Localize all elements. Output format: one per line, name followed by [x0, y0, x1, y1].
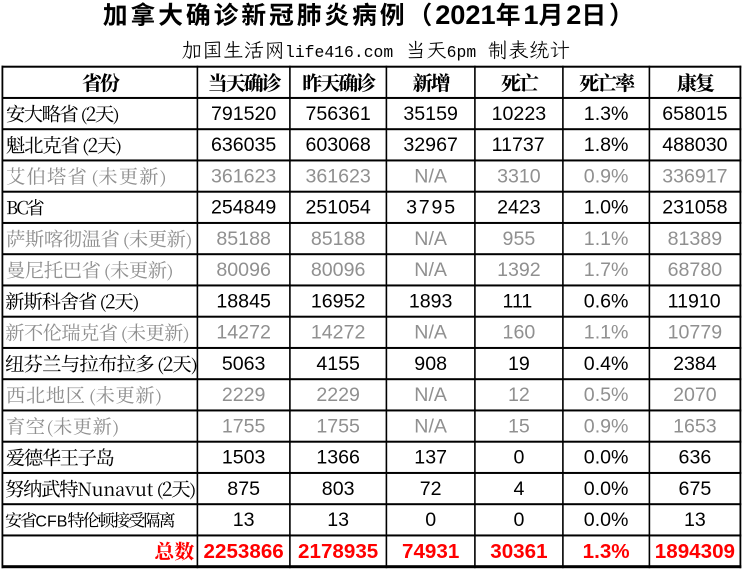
svg-text:5063: 5063 [222, 353, 266, 375]
svg-text:N/A: N/A [414, 228, 448, 250]
svg-text:1366: 1366 [316, 447, 360, 469]
svg-text:2021: 2021 [435, 0, 495, 30]
svg-text:4155: 4155 [316, 353, 360, 375]
svg-text:0.0%: 0.0% [584, 478, 629, 500]
svg-text:30361: 30361 [490, 540, 547, 563]
svg-text:0.9%: 0.9% [584, 165, 629, 187]
svg-text:N/A: N/A [414, 415, 448, 437]
svg-text:81389: 81389 [668, 228, 723, 250]
svg-text:N/A: N/A [414, 165, 448, 187]
svg-text:1.0%: 1.0% [584, 197, 629, 219]
svg-text:254849: 254849 [211, 197, 276, 219]
svg-text:137: 137 [414, 447, 447, 469]
svg-text:791520: 791520 [211, 103, 276, 125]
svg-text:1.1%: 1.1% [584, 322, 629, 344]
svg-text:1392: 1392 [497, 259, 541, 281]
svg-text:1755: 1755 [316, 415, 360, 437]
svg-text:231058: 231058 [662, 197, 727, 219]
svg-text:6pm: 6pm [447, 43, 477, 62]
svg-text:35159: 35159 [403, 103, 458, 125]
svg-text:955: 955 [503, 228, 536, 250]
svg-text:1893: 1893 [409, 290, 453, 312]
svg-text:603068: 603068 [305, 134, 370, 156]
svg-text:0: 0 [425, 509, 436, 531]
svg-text:675: 675 [679, 478, 712, 500]
svg-text:80096: 80096 [311, 259, 366, 281]
svg-text:N/A: N/A [414, 322, 448, 344]
svg-text:2070: 2070 [673, 384, 717, 406]
svg-text:658015: 658015 [662, 103, 727, 125]
svg-text:2: 2 [566, 0, 581, 30]
svg-text:12: 12 [508, 384, 530, 406]
svg-text:0: 0 [513, 447, 524, 469]
svg-text:2229: 2229 [222, 384, 266, 406]
svg-text:1: 1 [523, 0, 538, 30]
svg-text:636: 636 [679, 447, 712, 469]
svg-text:68780: 68780 [668, 259, 723, 281]
svg-text:361623: 361623 [305, 165, 370, 187]
svg-text:0.6%: 0.6% [584, 290, 629, 312]
svg-text:160: 160 [503, 322, 536, 344]
svg-text:1.3%: 1.3% [584, 103, 629, 125]
svg-text:2423: 2423 [497, 197, 541, 219]
svg-text:2384: 2384 [673, 353, 717, 375]
svg-text:0.5%: 0.5% [584, 384, 629, 406]
svg-text:18845: 18845 [216, 290, 271, 312]
svg-text:361623: 361623 [211, 165, 276, 187]
svg-text:CFB: CFB [35, 513, 67, 530]
svg-text:19: 19 [508, 353, 530, 375]
svg-text:1.8%: 1.8% [584, 134, 629, 156]
svg-text:336917: 336917 [662, 165, 727, 187]
svg-text:0.4%: 0.4% [584, 353, 629, 375]
svg-text:1755: 1755 [222, 415, 266, 437]
svg-text:72: 72 [420, 478, 442, 500]
svg-text:14272: 14272 [311, 322, 366, 344]
svg-text:14272: 14272 [216, 322, 271, 344]
svg-text:16952: 16952 [311, 290, 366, 312]
svg-text:4: 4 [513, 478, 524, 500]
svg-text:85188: 85188 [311, 228, 366, 250]
svg-text:N/A: N/A [414, 259, 448, 281]
svg-text:80096: 80096 [216, 259, 271, 281]
svg-text:N/A: N/A [414, 384, 448, 406]
svg-text:1.1%: 1.1% [584, 228, 629, 250]
svg-text:0.0%: 0.0% [584, 447, 629, 469]
svg-text:85188: 85188 [216, 228, 271, 250]
svg-text:0.0%: 0.0% [584, 509, 629, 531]
svg-text:1894309: 1894309 [655, 540, 735, 563]
svg-text:1653: 1653 [673, 415, 717, 437]
svg-text:636035: 636035 [211, 134, 276, 156]
svg-text:803: 803 [322, 478, 355, 500]
svg-text:111: 111 [503, 290, 533, 312]
svg-text:488030: 488030 [662, 134, 727, 156]
svg-text:3310: 3310 [497, 165, 541, 187]
svg-text:3795: 3795 [406, 197, 457, 219]
svg-text:0.9%: 0.9% [584, 415, 629, 437]
svg-text:13: 13 [327, 509, 349, 531]
svg-text:1.7%: 1.7% [584, 259, 629, 281]
svg-text:32967: 32967 [403, 134, 458, 156]
svg-text:1503: 1503 [222, 447, 266, 469]
svg-text:2178935: 2178935 [298, 540, 378, 563]
svg-text:11910: 11910 [668, 290, 721, 312]
svg-text:13: 13 [233, 509, 255, 531]
svg-text:10223: 10223 [492, 103, 547, 125]
svg-text:74931: 74931 [402, 540, 459, 563]
svg-text:251054: 251054 [305, 197, 370, 219]
svg-text:10779: 10779 [668, 322, 723, 344]
svg-text:11737: 11737 [492, 134, 545, 156]
svg-text:1.3%: 1.3% [583, 540, 630, 563]
svg-text:0: 0 [513, 509, 524, 531]
svg-text:13: 13 [684, 509, 706, 531]
svg-text:life416.com: life416.com [285, 43, 393, 62]
svg-text:875: 875 [227, 478, 260, 500]
svg-text:15: 15 [508, 415, 530, 437]
svg-text:908: 908 [414, 353, 447, 375]
svg-text:2253866: 2253866 [204, 540, 284, 563]
svg-text:2229: 2229 [316, 384, 360, 406]
svg-text:756361: 756361 [305, 103, 370, 125]
